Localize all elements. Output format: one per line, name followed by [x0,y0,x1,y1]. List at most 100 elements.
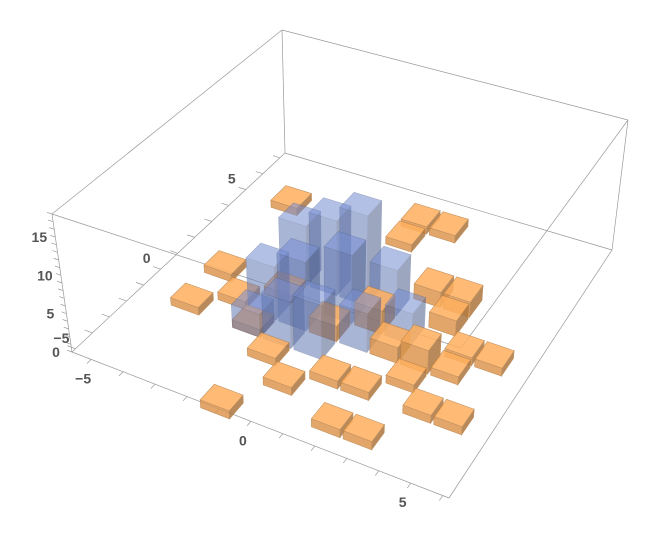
z-tick [65,342,72,345]
box-edge [448,249,613,499]
z-tick-label: 10 [37,267,53,283]
bar-top-face [199,383,244,412]
z-tick [58,288,64,291]
bar-top-face [413,267,455,293]
z-tick [51,242,57,245]
z-tick [63,326,69,330]
z-tick [59,296,65,299]
y-tick [84,329,93,334]
x-tick [374,470,379,476]
z-tick [46,211,53,215]
x-tick [342,458,348,464]
histogram-bar [474,341,515,378]
bar-top-face [369,245,412,272]
x-tick-label: −5 [75,370,91,386]
x-tick-label: 5 [399,494,407,510]
z-tick [61,311,67,314]
y-tick-label: 0 [143,250,151,266]
x-tick-label: 0 [239,432,247,448]
bar-top-face [276,237,320,263]
bar-top-face [402,387,444,416]
z-tick [53,257,59,261]
bar-top-face [384,288,427,315]
y-tick [152,266,161,270]
y-tick [170,250,178,254]
bar-top-face [443,276,484,303]
box-edge [51,29,283,215]
histogram-bar [428,294,470,338]
x-tick [407,482,411,489]
histogram-bar [340,365,383,402]
y-tick [255,171,263,175]
histogram-bar [385,220,426,253]
x-tick [278,433,284,439]
histogram-bar [428,211,469,244]
z-tick-label: 15 [32,229,48,245]
histogram-bar [262,360,306,397]
box-edge [281,29,286,154]
histogram-bar [270,185,313,217]
bar-top-face [444,331,485,359]
bar-top-face [385,220,426,246]
histogram-bar [199,383,244,420]
histogram-bar [203,250,247,283]
bar-top-face [310,401,354,430]
y-tick [67,345,76,350]
y-tick-label: −5 [53,330,69,346]
bar-top-face [428,294,470,322]
histogram-bar [385,358,427,394]
box-edge [611,119,629,251]
z-tick [67,349,73,353]
z-tick [62,319,68,322]
bar-front-face [292,295,322,361]
z-tick [52,250,58,253]
y-tick [272,155,280,159]
z-tick [60,303,66,307]
z-tick-label: 0 [52,344,60,360]
y-tick [118,297,127,302]
bar-top-face [385,358,427,386]
z-tick-label: 5 [47,306,55,322]
z-tick [55,273,62,276]
histogram-bar [246,332,290,367]
z-tick [48,227,55,230]
x-tick [310,445,316,451]
box-edge [284,152,613,251]
z-tick [50,234,56,238]
box-edge [460,119,629,349]
bar-top-face [340,365,383,393]
histogram-bar [430,350,472,386]
z-tick [54,265,60,268]
bar-top-face [270,185,313,209]
bounding-box [46,29,629,501]
x-tick [246,421,252,426]
bar-top-face [203,250,247,275]
histogram-bar [433,398,475,436]
bar-top-face [342,413,385,443]
bar-top-face [400,202,441,228]
bar-top-face [323,231,367,257]
x-tick [439,495,443,501]
z-tick [47,219,54,222]
bar-top-face [433,398,475,428]
bar-top-face [400,324,442,352]
x-tick [182,396,188,402]
x-tick [150,383,156,389]
y-tick [135,282,144,286]
bar-top-face [430,350,472,378]
box-edge [281,29,629,121]
bars [169,185,515,451]
y-tick [187,234,195,238]
bar-top-face [339,288,382,315]
box-edge [71,152,286,353]
y-tick [204,218,212,222]
bar-top-face [246,332,290,359]
bar-top-face [429,211,469,237]
x-tick [86,359,92,364]
y-tick [238,187,246,190]
y-tick [101,313,110,318]
y-tick [221,202,229,206]
z-tick [56,280,63,284]
